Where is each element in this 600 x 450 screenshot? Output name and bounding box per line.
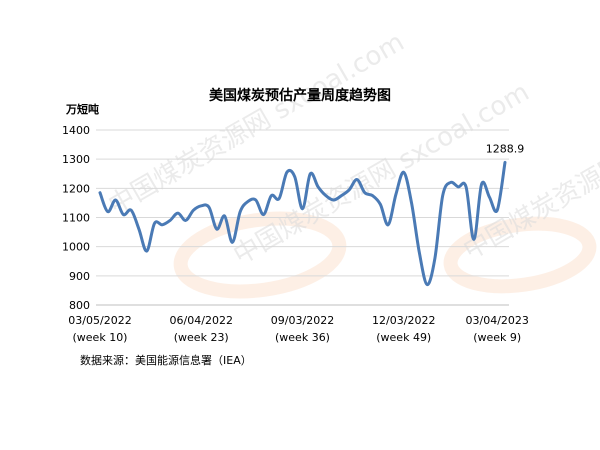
x-tick-sublabel: (week 23): [174, 331, 229, 344]
x-tick-sublabel: (week 49): [376, 331, 431, 344]
y-tick-label: 1000: [62, 241, 90, 254]
watermark-arc: [443, 216, 597, 294]
x-tick-label: 06/04/2022: [170, 314, 233, 327]
gridlines: [96, 129, 509, 306]
x-tick-label: 12/03/2022: [372, 314, 435, 327]
source-note: 数据来源：美国能源信息署（IEA）: [80, 354, 252, 367]
watermark-arc: [173, 211, 347, 299]
plot-area: [98, 160, 507, 287]
y-tick-label: 900: [69, 270, 90, 283]
annotations: 1288.9: [486, 142, 525, 155]
y-tick-label: 1200: [62, 182, 90, 195]
x-axis-ticks: 03/05/2022 (week 10) 06/04/2022 (week 23) 09…: [68, 314, 529, 344]
y-tick-label: 1300: [62, 153, 90, 166]
data-label: 1288.9: [486, 142, 525, 155]
y-axis-ticks: 800 900 1000 1100 1200 1300 1400: [62, 124, 90, 312]
x-tick-label: 09/03/2022: [271, 314, 334, 327]
x-tick-label: 03/05/2022: [68, 314, 131, 327]
y-tick-label: 800: [69, 299, 90, 312]
x-tick-label: 03/04/2023: [466, 314, 529, 327]
x-tick-sublabel: (week 9): [473, 331, 521, 344]
series-line: [98, 160, 507, 287]
x-tick-sublabel: (week 36): [275, 331, 330, 344]
chart-title: 美国煤炭预估产量周度趋势图: [209, 87, 391, 104]
y-tick-label: 1400: [62, 124, 90, 137]
watermark: 中国煤炭资源网 sxcoal.com 中国煤炭资源网 sxcoal.com 中国…: [104, 27, 600, 299]
y-tick-label: 1100: [62, 212, 90, 225]
x-tick-sublabel: (week 10): [73, 331, 128, 344]
y-axis-unit: 万短吨: [65, 102, 99, 116]
